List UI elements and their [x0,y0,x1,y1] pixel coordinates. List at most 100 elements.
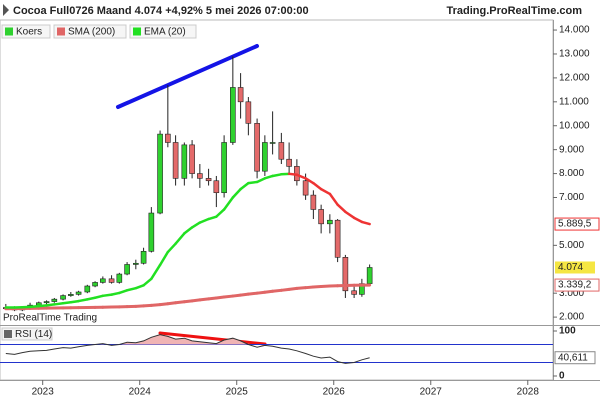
y-tick-label: 12.000 [559,73,590,84]
candle-body [286,158,292,167]
rsi-trendline [158,331,267,346]
last-value-label: 5.889,5 [558,219,592,230]
x-tick-label: 2027 [420,387,443,398]
indicator-line [61,301,73,305]
y-tick-label: 7.000 [559,192,584,203]
candle-body [197,173,203,179]
indicator-line [101,293,113,298]
legend-swatch [57,27,65,36]
indicator-line [118,289,129,295]
indicator-line [263,174,274,180]
candle-body [262,142,268,172]
rsi-value-box [554,351,596,365]
rsi-line [5,334,370,364]
last-price-box [555,261,595,274]
indicator-line [174,232,186,245]
candle-body [327,219,333,225]
candle-body [221,142,227,194]
y-tick-label: 13.000 [559,49,590,60]
candle-body [310,194,317,210]
y-tick-label: 14.000 [559,25,590,36]
indicator-line [28,304,41,309]
indicator-line [45,303,56,307]
legend: Koers SMA (200) EMA (20) [1,24,197,39]
legend-swatch [5,27,13,36]
candle-body [237,87,244,103]
rsi-tick-label: 0 [559,371,565,382]
candle-body [189,144,195,174]
legend-box [129,24,197,39]
indicator-line [53,301,65,306]
y-tick-label: 10.000 [559,120,590,131]
candle-body [84,285,91,293]
indicator-line [271,173,283,178]
indicator-line [110,291,121,296]
candle-body [245,101,252,124]
indicator-line [304,177,315,185]
indicator-line [37,304,48,308]
candle-body [116,273,123,283]
x-tick-label: 2023 [32,387,55,398]
rsi-value-label: 40,611 [558,352,588,363]
y-tick-label: 3.000 [559,288,584,299]
indicator-line [207,215,218,221]
indicator-line [190,221,202,229]
legend-label: EMA (20) [144,27,186,38]
candle-body [100,278,106,283]
chart-title: Cocoa Full0726 Maand 4.074 +4,92% 5 mei … [13,5,309,17]
candle-body [124,264,130,275]
indicator-line [239,181,250,191]
indicator-line [69,299,80,304]
menu-icon[interactable] [3,4,9,16]
indicator-line [77,298,89,303]
candle-body [108,278,115,283]
indicator-line [344,210,356,220]
candle-body [366,267,373,284]
indicator-line [134,284,145,290]
candle-body [165,133,171,143]
indicator-line [319,187,332,196]
candle-body [254,123,260,172]
candle-body [318,209,324,225]
last-value-label: 3.339,2 [558,280,592,291]
indicator-line [166,242,177,254]
source-label: Trading.ProRealTime.com [446,5,582,17]
candle-body [51,298,58,302]
candle-body [213,180,220,194]
legend-label: SMA (200) [68,27,115,38]
indicator-line [231,187,242,199]
indicator-line [360,220,371,226]
rsi-label-box [1,327,53,341]
candle-body [140,251,147,264]
indicator-line [150,263,162,281]
candle-body [172,142,179,179]
trendline [116,44,259,109]
legend-box [53,24,127,39]
candle-body [148,212,155,252]
candle-body [157,133,163,214]
indicator-line [125,286,138,292]
candle-body [68,294,74,296]
indicator-line [86,296,97,301]
x-tick-label: 2028 [517,387,540,398]
candle-body [359,283,365,295]
rsi-tick-label: 100 [559,326,576,337]
rsi-title: RSI (14) [15,329,52,340]
indicator-line [183,226,194,235]
indicator-line [93,294,105,299]
legend-label: Koers [16,27,42,38]
candle-body [92,282,98,287]
indicator-line [255,177,267,184]
y-tick-label: 11.000 [559,96,589,107]
y-tick-label: 8.000 [559,168,584,179]
indicator-line [142,277,153,287]
indicator-line [352,216,364,224]
legend-box [1,24,51,39]
indicator-line [312,181,323,191]
candle-body [278,142,285,160]
candle-body [269,142,276,144]
last-value-box [554,217,600,231]
candle-body [75,291,82,295]
